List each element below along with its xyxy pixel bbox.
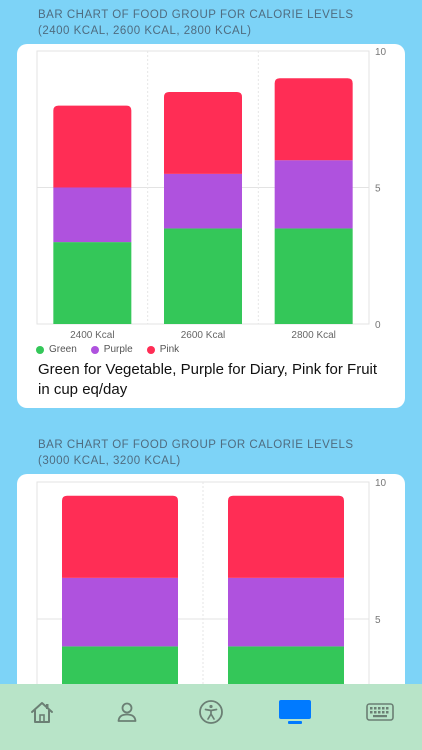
- legend-label: Pink: [159, 344, 180, 355]
- accessibility-icon: [199, 700, 223, 724]
- bar-chart-1: 0 5 10 2400 Kcal 2600 Kcal 2800 Kcal: [36, 47, 387, 341]
- legend-label: Purple: [103, 344, 133, 355]
- tab-tv[interactable]: [278, 698, 312, 726]
- bar-segment-pink: [228, 495, 344, 578]
- y-tick-label: 0: [375, 320, 381, 331]
- chart1-caption: Green for Vegetable, Purple for Diary, P…: [38, 361, 378, 398]
- y-tick-label: 5: [375, 184, 381, 195]
- tab-person[interactable]: [110, 698, 144, 726]
- tab-bar: [0, 684, 422, 750]
- section1-header: BAR CHART OF FOOD GROUP FOR CALORIE LEVE…: [38, 7, 354, 39]
- bar-segment-purple: [62, 577, 178, 647]
- x-tick-label: 2400 Kcal: [70, 330, 114, 341]
- bar-segment-purple: [164, 173, 242, 229]
- legend-item-purple: Purple: [90, 344, 133, 355]
- section2-header-line2: (3000 KCAL, 3200 KCAL): [38, 455, 181, 467]
- legend-dot: [146, 345, 155, 354]
- legend-dot: [36, 345, 44, 354]
- tv-icon: [279, 700, 312, 724]
- bar-segment-green: [274, 228, 353, 324]
- tab-home[interactable]: [25, 698, 59, 726]
- bar-segment-purple: [274, 160, 353, 229]
- x-tick-label: 2800 Kcal: [291, 330, 335, 341]
- x-tick-label: 2600 Kcal: [181, 330, 225, 341]
- legend-label: Green: [49, 344, 77, 355]
- legend-item-pink: Pink: [146, 344, 180, 355]
- bar-segment-green: [53, 242, 132, 324]
- bar-segment-purple: [228, 577, 344, 647]
- section2-header-line1: BAR CHART OF FOOD GROUP FOR CALORIE LEVE…: [38, 439, 354, 451]
- home-icon: [31, 702, 54, 723]
- keyboard-icon: [365, 703, 394, 721]
- bar-segment-pink: [164, 91, 242, 174]
- y-tick-label: 10: [375, 47, 387, 58]
- bar-segment-pink: [62, 495, 178, 578]
- legend-item-green: Green: [36, 344, 77, 355]
- bar-segment-pink: [53, 105, 132, 188]
- chart1-legend: Green Purple Pink: [36, 344, 179, 355]
- tab-accessibility[interactable]: [194, 698, 228, 726]
- person-icon: [117, 702, 136, 722]
- tab-keyboard[interactable]: [363, 698, 397, 726]
- y-tick-label: 5: [375, 615, 381, 626]
- chart-card-1: 0 5 10 2400 Kcal 2600 Kcal 2800 Kcal Green Pur…: [17, 44, 405, 408]
- section2-header: BAR CHART OF FOOD GROUP FOR CALORIE LEVE…: [38, 437, 354, 469]
- bar-segment-pink: [274, 78, 353, 161]
- legend-dot: [90, 345, 99, 354]
- section1-header-line2: (2400 KCAL, 2600 KCAL, 2800 KCAL): [38, 25, 252, 37]
- bar-segment-green: [164, 228, 242, 324]
- y-tick-label: 10: [375, 478, 387, 489]
- section1-header-line1: BAR CHART OF FOOD GROUP FOR CALORIE LEVE…: [38, 9, 354, 21]
- bar-segment-purple: [53, 187, 132, 243]
